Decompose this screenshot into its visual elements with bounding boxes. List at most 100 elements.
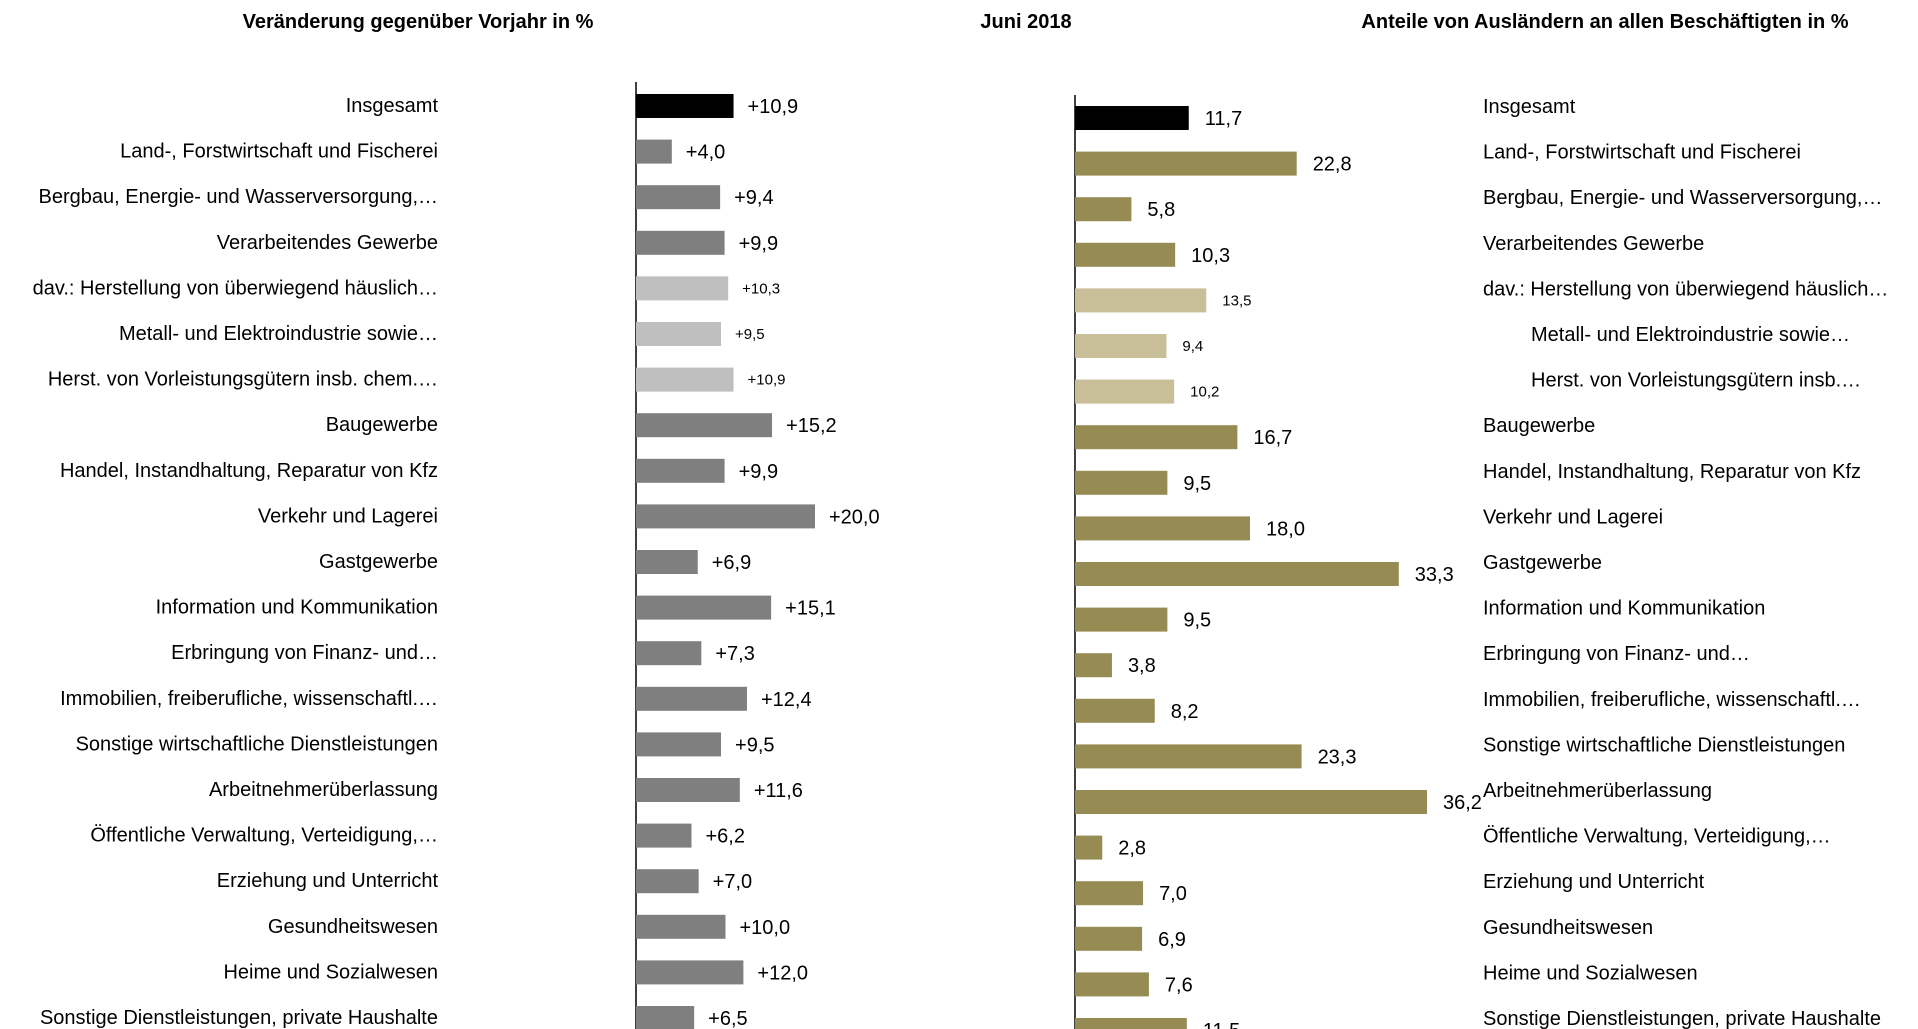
right-bar-chart: 11,7 Insgesamt 22,8 Land-, Forstwirtschaft … <box>1074 95 1888 1029</box>
left-category-label: Bergbau, Energie- und Wasserversorgung,… <box>39 186 438 208</box>
left-bar <box>636 869 699 894</box>
right-value-label: 16,7 <box>1253 427 1292 449</box>
left-category-label: Verarbeitendes Gewerbe <box>217 232 438 254</box>
right-category-label: Erziehung und Unterricht <box>1483 871 1705 893</box>
right-bar <box>1075 698 1155 723</box>
left-category-label: Verkehr und Lagerei <box>258 505 438 527</box>
right-value-label: 7,0 <box>1159 883 1187 905</box>
left-bar <box>636 139 672 164</box>
left-bar <box>636 686 747 711</box>
left-category-label: Sonstige wirtschaftliche Dienstleistunge… <box>76 733 438 755</box>
right-bar <box>1075 881 1144 906</box>
left-bar <box>636 732 722 757</box>
left-bar <box>636 914 726 939</box>
left-category-label: Heime und Sozialwesen <box>223 961 438 983</box>
right-value-label: 2,8 <box>1118 838 1146 860</box>
right-bar <box>1075 972 1149 997</box>
right-value-label: 22,8 <box>1313 154 1352 176</box>
left-bar <box>636 641 702 666</box>
right-value-label: 36,2 <box>1443 792 1482 814</box>
left-category-label: dav.: Herstellung von überwiegend häusli… <box>33 277 438 299</box>
right-value-label: 13,5 <box>1222 292 1251 309</box>
right-bar <box>1075 607 1168 632</box>
right-bar <box>1075 197 1132 222</box>
left-category-label: Immobilien, freiberufliche, wissenschaft… <box>60 688 438 710</box>
right-category-label: Sonstige Dienstleistungen, private Haush… <box>1483 1008 1881 1029</box>
left-bar <box>636 960 744 985</box>
right-chart-title: Anteile von Ausländern an allen Beschäft… <box>1361 11 1848 33</box>
right-category-label: Arbeitnehmerüberlassung <box>1483 780 1712 802</box>
right-value-label: 10,3 <box>1191 245 1230 267</box>
right-bar <box>1075 470 1168 495</box>
right-value-label: 11,5 <box>1203 1020 1240 1029</box>
left-value-label: +9,5 <box>735 326 765 343</box>
left-value-label: +11,6 <box>754 780 803 802</box>
left-bar <box>636 778 740 802</box>
right-value-label: 9,5 <box>1183 473 1211 495</box>
left-bar <box>636 823 692 848</box>
center-date-title: Juni 2018 <box>980 11 1071 33</box>
left-category-label: Metall- und Elektroindustrie sowie… <box>119 323 438 345</box>
right-category-label: Erbringung von Finanz- und… <box>1483 643 1750 665</box>
right-bar <box>1075 1018 1187 1029</box>
right-value-label: 9,5 <box>1183 610 1211 632</box>
right-bar <box>1075 835 1103 860</box>
left-value-label: +6,9 <box>712 552 751 574</box>
left-bar <box>636 230 725 255</box>
right-category-label: Öffentliche Verwaltung, Verteidigung,… <box>1483 826 1831 848</box>
right-category-label: Heime und Sozialwesen <box>1483 962 1698 984</box>
right-bar <box>1075 790 1427 814</box>
left-value-label: +7,0 <box>713 871 752 893</box>
right-value-label: 9,4 <box>1182 338 1203 355</box>
left-category-label: Handel, Instandhaltung, Reparatur von Kf… <box>60 460 438 482</box>
right-bar <box>1075 379 1175 404</box>
left-bar <box>636 322 722 346</box>
right-bar <box>1075 334 1167 358</box>
left-value-label: +10,9 <box>748 372 786 389</box>
left-value-label: +10,9 <box>748 96 799 118</box>
left-bar <box>636 550 698 574</box>
left-value-label: +7,3 <box>715 643 754 665</box>
left-value-label: +12,0 <box>757 962 808 984</box>
left-value-label: +6,2 <box>705 826 744 848</box>
left-bar-chart: Insgesamt +10,9 Land-, Forstwirtschaft und… <box>33 82 880 1029</box>
right-value-label: 18,0 <box>1266 518 1305 540</box>
right-category-label: Baugewerbe <box>1483 415 1595 437</box>
left-category-label: Arbeitnehmerüberlassung <box>209 779 438 801</box>
left-bar <box>636 1006 695 1029</box>
right-bar <box>1075 516 1251 541</box>
right-category-label: Bergbau, Energie- und Wasserversorgung,… <box>1483 187 1882 209</box>
left-value-label: +15,1 <box>785 598 836 620</box>
right-value-label: 10,2 <box>1190 384 1219 401</box>
left-value-label: +10,3 <box>742 280 780 297</box>
left-bar <box>636 276 729 301</box>
left-category-label: Gastgewerbe <box>319 551 438 573</box>
right-category-label: Verarbeitendes Gewerbe <box>1483 233 1704 255</box>
right-category-label: Insgesamt <box>1483 96 1576 118</box>
left-value-label: +12,4 <box>761 689 812 711</box>
right-category-label: Verkehr und Lagerei <box>1483 506 1663 528</box>
right-value-label: 3,8 <box>1128 655 1156 677</box>
left-value-label: +15,2 <box>786 415 837 437</box>
right-category-label: dav.: Herstellung von überwiegend häusli… <box>1483 278 1888 300</box>
left-chart-title: Veränderung gegenüber Vorjahr in % <box>243 11 594 33</box>
left-value-label: +10,0 <box>740 917 791 939</box>
left-value-label: +9,4 <box>734 187 773 209</box>
right-category-label: Land-, Forstwirtschaft und Fischerei <box>1483 142 1801 164</box>
right-category-label: Metall- und Elektroindustrie sowie… <box>1531 324 1850 346</box>
left-value-label: +20,0 <box>829 506 880 528</box>
right-bar <box>1075 744 1302 769</box>
right-category-label: Immobilien, freiberufliche, wissenschaft… <box>1483 689 1861 711</box>
right-bar <box>1075 106 1189 130</box>
right-value-label: 6,9 <box>1158 929 1186 951</box>
left-category-label: Baugewerbe <box>326 414 438 436</box>
left-bar <box>636 94 734 118</box>
left-bar <box>636 458 725 483</box>
left-category-label: Sonstige Dienstleistungen, private Haush… <box>40 1007 438 1029</box>
right-category-label: Information und Kommunikation <box>1483 598 1765 620</box>
right-value-label: 7,6 <box>1165 974 1193 996</box>
left-bar <box>636 595 772 620</box>
left-bar <box>636 413 773 438</box>
left-category-label: Land-, Forstwirtschaft und Fischerei <box>120 141 438 163</box>
